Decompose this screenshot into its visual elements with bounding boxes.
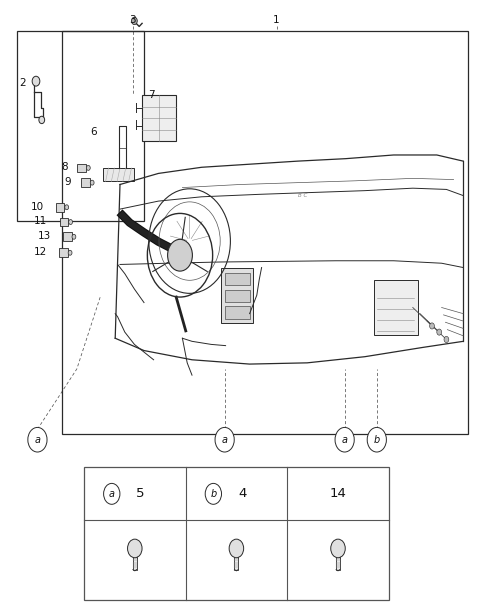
Bar bbox=[103, 168, 134, 181]
Text: 9: 9 bbox=[65, 177, 72, 187]
Circle shape bbox=[39, 116, 45, 124]
Text: a: a bbox=[222, 435, 228, 445]
Bar bbox=[336, 554, 340, 569]
Bar bbox=[225, 290, 250, 302]
Circle shape bbox=[90, 180, 94, 185]
Circle shape bbox=[65, 205, 69, 210]
Circle shape bbox=[28, 427, 47, 452]
Circle shape bbox=[86, 165, 90, 170]
Text: 8: 8 bbox=[61, 162, 68, 172]
Bar bbox=[235, 554, 238, 569]
Circle shape bbox=[437, 329, 442, 335]
Bar bbox=[142, 95, 176, 141]
Text: 11: 11 bbox=[34, 216, 48, 226]
Circle shape bbox=[229, 539, 244, 558]
Text: b: b bbox=[373, 435, 380, 445]
Circle shape bbox=[72, 234, 76, 239]
Text: 14: 14 bbox=[330, 487, 347, 501]
Text: 3: 3 bbox=[129, 15, 135, 25]
Circle shape bbox=[168, 239, 192, 271]
Bar bbox=[59, 248, 68, 257]
Text: 13: 13 bbox=[37, 231, 51, 240]
Text: a: a bbox=[342, 435, 348, 445]
Text: 7: 7 bbox=[148, 90, 155, 100]
Circle shape bbox=[367, 427, 386, 452]
Text: 4: 4 bbox=[238, 487, 246, 501]
Text: 6: 6 bbox=[90, 127, 97, 137]
Text: a: a bbox=[35, 435, 40, 445]
Circle shape bbox=[444, 336, 449, 343]
Bar bbox=[81, 178, 90, 187]
Bar bbox=[63, 232, 72, 241]
Bar bbox=[56, 203, 64, 212]
Circle shape bbox=[68, 250, 72, 255]
Bar bbox=[225, 273, 250, 285]
Text: 12: 12 bbox=[34, 247, 48, 256]
Text: B C: B C bbox=[298, 192, 307, 198]
Circle shape bbox=[128, 539, 142, 558]
Bar bbox=[133, 554, 137, 569]
Circle shape bbox=[215, 427, 234, 452]
Bar bbox=[62, 31, 468, 434]
Text: a: a bbox=[109, 489, 115, 499]
Circle shape bbox=[32, 76, 40, 86]
Circle shape bbox=[132, 17, 137, 25]
Bar bbox=[374, 280, 418, 335]
Text: b: b bbox=[210, 489, 216, 499]
Circle shape bbox=[331, 539, 345, 558]
Bar bbox=[225, 306, 250, 319]
Circle shape bbox=[335, 427, 354, 452]
Circle shape bbox=[104, 483, 120, 504]
Text: 2: 2 bbox=[19, 78, 26, 88]
Circle shape bbox=[430, 323, 434, 329]
Circle shape bbox=[69, 220, 72, 224]
Text: 5: 5 bbox=[136, 487, 145, 501]
Circle shape bbox=[205, 483, 222, 504]
Text: 1: 1 bbox=[273, 15, 279, 25]
Text: 10: 10 bbox=[31, 202, 44, 212]
Bar bbox=[221, 268, 253, 323]
Bar bbox=[17, 31, 144, 221]
Bar bbox=[77, 164, 86, 172]
Bar bbox=[84, 467, 389, 600]
Bar bbox=[60, 218, 68, 226]
